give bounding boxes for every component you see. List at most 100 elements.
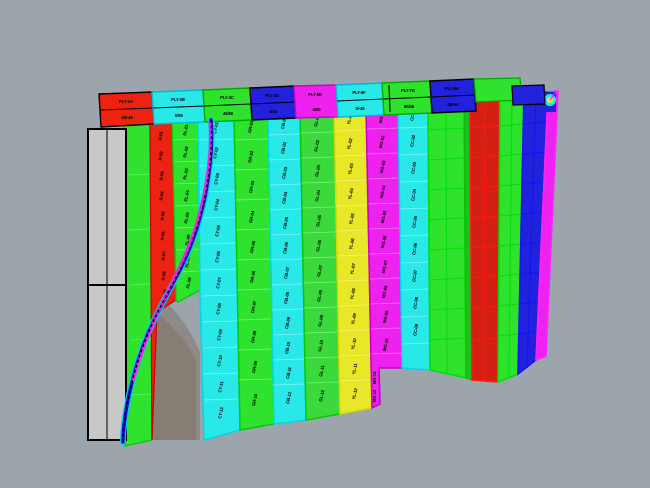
svg-text:MG-01: MG-01 [378, 110, 386, 124]
svg-text:GL-03: GL-03 [314, 164, 321, 177]
svg-text:R-01: R-01 [158, 130, 164, 140]
axis-triad-icon [544, 91, 557, 112]
svg-text:GL-02: GL-02 [313, 139, 320, 152]
legend-tab-7-sub: 45/-90 [447, 102, 459, 107]
svg-text:YL-10: YL-10 [350, 337, 357, 350]
zone-green-2[interactable]: PL-01 PL-02 PL-03 PL-04 PL-05 PL-06 PL-0… [171, 115, 201, 303]
legend-tab-5-sub: 0/-45 [355, 106, 365, 111]
spline-path[interactable] [120, 117, 215, 445]
zone-green-4[interactable]: GL-01 GL-02 GL-03 GL-04 GL-05 GL-06 GL-0… [299, 107, 341, 421]
svg-text:MG-10: MG-10 [382, 338, 390, 352]
svg-text:CY-11: CY-11 [217, 380, 224, 393]
legend-tab-7-label: PLY-8H [445, 86, 459, 91]
svg-text:CY-05: CY-05 [214, 224, 221, 237]
svg-text:GL-07: GL-07 [316, 264, 323, 277]
svg-text:CC-03: CC-03 [410, 161, 417, 174]
legend-tab-4-label: PLY-5E [308, 92, 322, 97]
svg-text:MG-06: MG-06 [380, 235, 388, 249]
svg-text:GR-08: GR-08 [250, 330, 258, 344]
svg-text:YL-06: YL-06 [348, 237, 355, 250]
legend-tab-7[interactable]: PLY-8H 45/-90 [429, 78, 477, 114]
svg-text:GL-08: GL-08 [316, 289, 323, 302]
svg-text:CY-08: CY-08 [215, 302, 222, 315]
svg-text:YL-07: YL-07 [349, 262, 356, 275]
zone-magenta-vertical-tags: MG-11 MG-12 [372, 371, 377, 402]
zone-magenta[interactable]: MG-01 MG-02 MG-03 MG-04 MG-05 MG-06 MG-0… [365, 103, 403, 410]
svg-text:CC-06: CC-06 [411, 242, 418, 255]
svg-text:PL-06: PL-06 [184, 233, 191, 246]
svg-text:PL-05: PL-05 [183, 211, 190, 224]
svg-text:GR-07: GR-07 [250, 300, 258, 314]
left-panel-upper[interactable] [87, 128, 127, 286]
svg-text:CB-09: CB-09 [284, 316, 292, 329]
zone-green-4-labels: GL-01 GL-02 GL-03 GL-04 GL-05 GL-06 GL-0… [313, 114, 325, 402]
svg-text:GL-01: GL-01 [313, 114, 320, 127]
svg-text:CY-02: CY-02 [212, 146, 219, 159]
legend-tab-3-label: PLY-4D [265, 93, 279, 98]
svg-text:PL-01: PL-01 [182, 123, 189, 136]
svg-text:CB-12: CB-12 [285, 391, 293, 404]
svg-text:CB-07: CB-07 [283, 266, 291, 279]
svg-text:MG-03: MG-03 [379, 160, 387, 174]
svg-text:CC-04: CC-04 [410, 188, 417, 201]
svg-text:YL-01: YL-01 [346, 112, 353, 125]
svg-text:MG-12: MG-12 [372, 389, 377, 402]
svg-text:CY-09: CY-09 [216, 328, 223, 341]
svg-text:CY-06: CY-06 [214, 250, 221, 263]
legend-tab-3-sub: 0/45 [269, 109, 278, 114]
svg-text:YL-04: YL-04 [347, 187, 354, 200]
svg-text:GL-10: GL-10 [317, 339, 324, 352]
svg-text:CY-10: CY-10 [216, 354, 223, 367]
left-panel-lower[interactable] [87, 284, 127, 441]
legend-tab-2-sub: 45/90 [223, 111, 234, 116]
svg-text:GL-09: GL-09 [317, 314, 324, 327]
svg-text:CC-05: CC-05 [411, 215, 418, 228]
svg-text:YL-12: YL-12 [351, 387, 358, 400]
zone-yellow-labels: YL-01 YL-02 YL-03 YL-04 YL-05 YL-06 YL-0… [346, 112, 358, 400]
zone-magenta-edge[interactable] [535, 90, 559, 362]
svg-text:GR-05: GR-05 [249, 240, 257, 254]
svg-text:CB-01: CB-01 [280, 116, 288, 129]
svg-text:CB-06: CB-06 [282, 241, 290, 254]
zone-cyan-3-labels: CC-01 CC-02 CC-03 CC-04 CC-05 CC-06 CC-0… [409, 108, 419, 336]
svg-text:MG-05: MG-05 [380, 210, 388, 224]
svg-text:CY-07: CY-07 [215, 276, 222, 289]
svg-text:CC-02: CC-02 [409, 134, 416, 147]
svg-text:PL-03: PL-03 [182, 167, 189, 180]
svg-text:YL-02: YL-02 [346, 137, 353, 150]
svg-text:GR-10: GR-10 [251, 393, 259, 407]
svg-text:YL-05: YL-05 [348, 212, 355, 225]
svg-text:PL-08: PL-08 [185, 276, 192, 289]
svg-text:MG-04: MG-04 [379, 185, 387, 199]
svg-text:CY-04: CY-04 [213, 198, 220, 211]
legend-tab-2-label: PLY-3C [220, 95, 234, 100]
svg-text:CY-03: CY-03 [213, 172, 220, 185]
legend-tab-1-label: PLY-2B [171, 97, 185, 102]
svg-text:MG-09: MG-09 [382, 310, 390, 324]
legend-tab-0-label: PLY-1A [119, 99, 133, 104]
zone-green-3-labels: GR-01 GR-02 GR-03 GR-04 GR-05 GR-06 GR-0… [247, 120, 259, 407]
svg-text:R-02: R-02 [158, 150, 164, 160]
svg-text:CB-10: CB-10 [284, 341, 292, 354]
svg-text:PL-04: PL-04 [183, 189, 190, 202]
svg-text:CC-01: CC-01 [409, 108, 416, 121]
zone-green-3[interactable]: GR-01 GR-02 GR-03 GR-04 GR-05 GR-06 GR-0… [233, 111, 275, 431]
svg-text:R-03: R-03 [159, 170, 165, 180]
svg-text:MG-02: MG-02 [378, 135, 386, 149]
svg-text:GR-06: GR-06 [249, 270, 257, 284]
svg-text:YL-03: YL-03 [347, 162, 354, 175]
svg-text:CC-08: CC-08 [412, 296, 419, 309]
svg-text:GR-04: GR-04 [248, 210, 256, 224]
zone-green-2-labels: PL-01 PL-02 PL-03 PL-04 PL-05 PL-06 PL-0… [182, 123, 192, 289]
svg-text:R-04: R-04 [159, 190, 165, 200]
zone-cyan-1-labels: CY-01 CY-02 CY-03 CY-04 CY-05 CY-06 CY-0… [212, 121, 224, 419]
legend-tab-0-sub: 45/-45 [121, 115, 133, 120]
legend-tab-4-sub: -45/0 [311, 107, 321, 112]
svg-text:CB-05: CB-05 [282, 216, 290, 229]
svg-text:GL-05: GL-05 [315, 214, 322, 227]
